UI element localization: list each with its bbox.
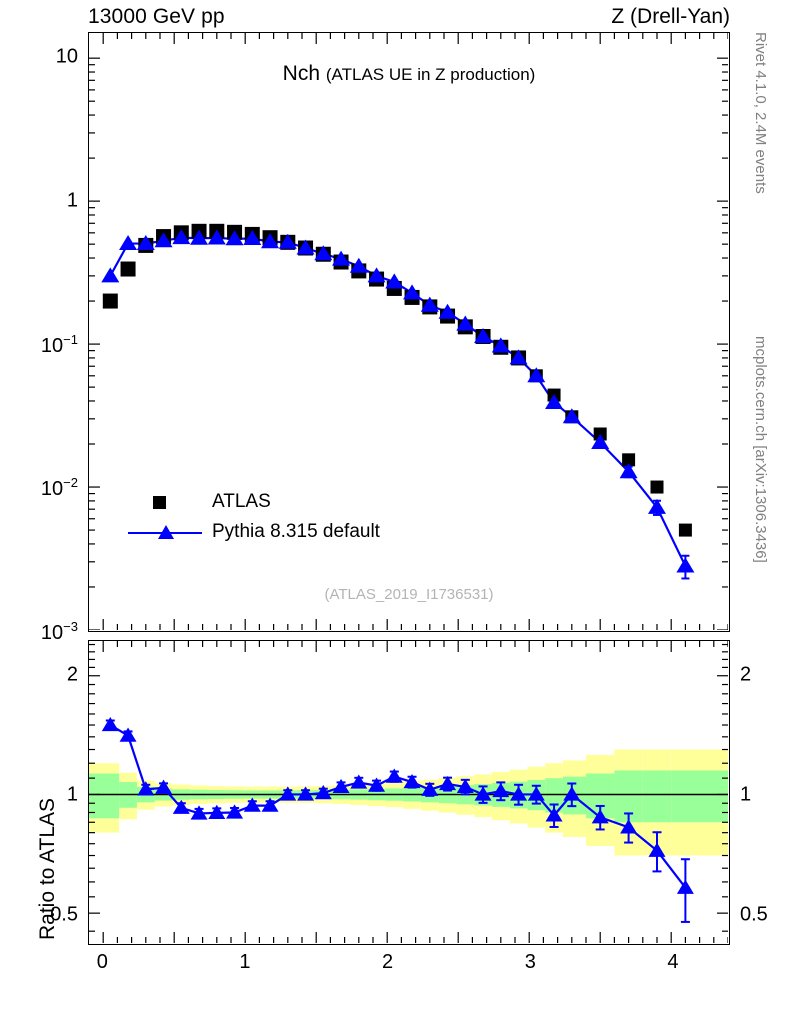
- plot-title: Nch (ATLAS UE in Z production): [88, 62, 730, 86]
- main-y-tick-4: 10−3: [40, 619, 78, 644]
- legend-key-square: [128, 492, 202, 512]
- legend-label-pythia: Pythia 8.315 default: [212, 521, 380, 542]
- ratio-plot-svg: [89, 641, 729, 943]
- ratio-x-tick-0: 0: [96, 951, 108, 973]
- legend-item-atlas[interactable]: ATLAS: [128, 487, 380, 517]
- ratio-x-tick-4: 4: [667, 951, 679, 973]
- main-y-axis-labels: [0, 0, 80, 1024]
- header-beam-label: 13000 GeV pp: [88, 5, 225, 28]
- ratio-x-tick-3: 3: [524, 951, 536, 973]
- plot-title-description: (ATLAS UE in Z production): [325, 65, 536, 84]
- plot-title-observable: Nch: [282, 62, 321, 85]
- main-y-tick-3: 10−2: [40, 475, 78, 501]
- legend: ATLAS Pythia 8.315 default: [128, 487, 380, 547]
- legend-label-atlas: ATLAS: [212, 491, 271, 512]
- ratio-y-tick-left-0: 2: [66, 663, 78, 686]
- ratio-y-tick-right-0: 2: [740, 663, 752, 686]
- rivet-version-label: Rivet 4.1.0, 2.4M events: [752, 32, 769, 194]
- legend-key-triangle-line: [128, 522, 202, 542]
- ratio-y-tick-left-2: 0.5: [50, 903, 78, 926]
- legend-item-pythia[interactable]: Pythia 8.315 default: [128, 517, 380, 547]
- main-y-tick-1: 1: [66, 189, 78, 212]
- ratio-y-tick-right-1: 1: [740, 783, 752, 806]
- main-y-tick-0: 10: [55, 45, 78, 68]
- ratio-x-tick-2: 2: [382, 951, 394, 973]
- analysis-id-watermark: (ATLAS_2019_I1736531): [324, 586, 494, 603]
- main-y-tick-2: 10−1: [40, 331, 78, 357]
- ratio-plot-frame: [88, 640, 730, 945]
- header-process-label: Z (Drell-Yan): [611, 5, 730, 28]
- mcplots-reference-label: mcplots.cern.ch [arXiv:1306.3436]: [752, 336, 769, 563]
- main-plot-svg: [89, 33, 729, 631]
- ratio-y-tick-right-2: 0.5: [740, 903, 768, 926]
- ratio-y-tick-left-1: 1: [66, 783, 78, 806]
- ratio-x-tick-1: 1: [239, 951, 251, 973]
